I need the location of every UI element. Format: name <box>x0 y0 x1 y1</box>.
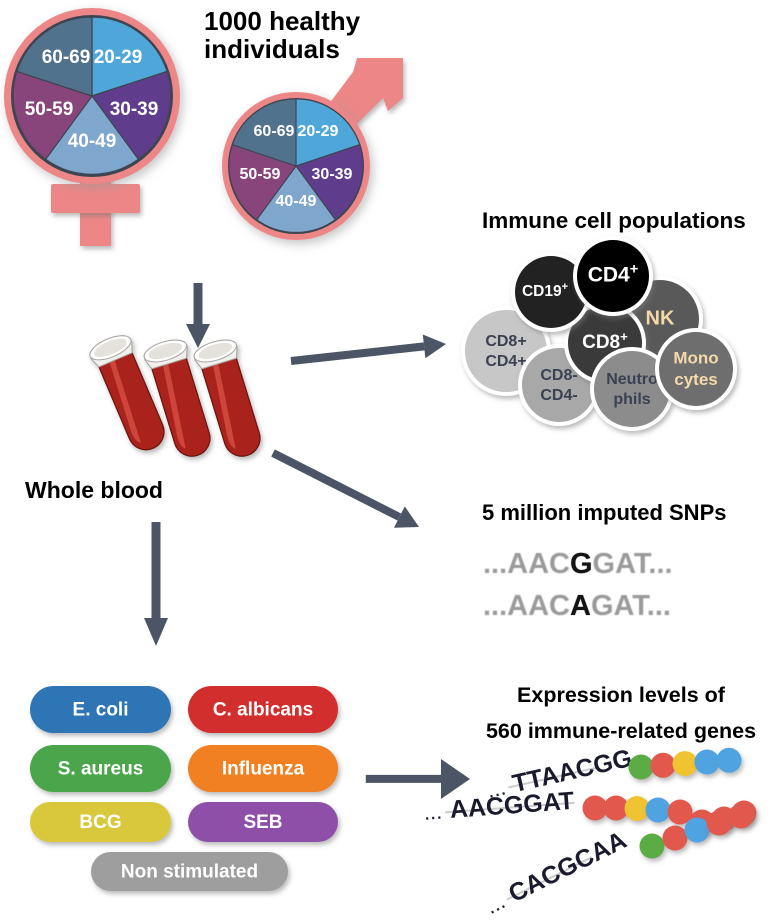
svg-text:cytes: cytes <box>674 370 717 389</box>
svg-text:30-39: 30-39 <box>312 166 353 183</box>
svg-text:CACGCAA: CACGCAA <box>504 826 631 908</box>
svg-text:50-59: 50-59 <box>240 166 281 183</box>
svg-text:...: ... <box>481 888 509 919</box>
svg-text:BCG: BCG <box>79 812 121 833</box>
svg-text:Non stimulated: Non stimulated <box>121 862 258 883</box>
svg-text:Mono: Mono <box>673 349 718 368</box>
svg-text:Immune cell populations: Immune cell populations <box>482 208 746 233</box>
svg-text:Neutro: Neutro <box>606 371 658 388</box>
svg-text:CD19+: CD19+ <box>522 281 568 300</box>
svg-text:phils: phils <box>613 391 650 408</box>
svg-text:20-29: 20-29 <box>94 47 143 68</box>
svg-text:CD8+: CD8+ <box>485 333 526 350</box>
svg-text:CD8-: CD8- <box>540 367 577 384</box>
svg-text:CD4-: CD4- <box>540 387 577 404</box>
svg-text:60-69: 60-69 <box>42 47 91 68</box>
svg-text:...: ... <box>423 799 443 825</box>
svg-text:560 immune-related genes: 560 immune-related genes <box>486 719 756 743</box>
svg-text:40-49: 40-49 <box>276 193 317 210</box>
svg-text:30-39: 30-39 <box>110 99 159 120</box>
svg-text:NK: NK <box>646 307 675 329</box>
svg-text:C. albicans: C. albicans <box>213 700 313 721</box>
svg-text:50-59: 50-59 <box>25 99 74 120</box>
svg-text:...AACA: ...AACA <box>483 590 591 622</box>
svg-text:40-49: 40-49 <box>68 131 117 152</box>
svg-text:5 million imputed SNPs: 5 million imputed SNPs <box>482 500 726 525</box>
svg-text:CD4+: CD4+ <box>485 353 526 370</box>
svg-text:E. coli: E. coli <box>73 700 129 721</box>
svg-text:1000 healthy: 1000 healthy <box>204 6 361 36</box>
svg-text:Influenza: Influenza <box>222 759 305 780</box>
svg-text:S. aureus: S. aureus <box>58 759 144 780</box>
svg-text:AACGGAT: AACGGAT <box>449 787 575 824</box>
svg-text:60-69: 60-69 <box>254 123 295 140</box>
svg-text:individuals: individuals <box>204 34 340 64</box>
svg-text:SEB: SEB <box>243 812 282 833</box>
svg-text:20-29: 20-29 <box>298 123 339 140</box>
svg-text:Expression levels of: Expression levels of <box>517 683 726 707</box>
svg-text:Whole blood: Whole blood <box>25 477 163 503</box>
svg-text:...AACG: ...AACG <box>483 548 593 580</box>
